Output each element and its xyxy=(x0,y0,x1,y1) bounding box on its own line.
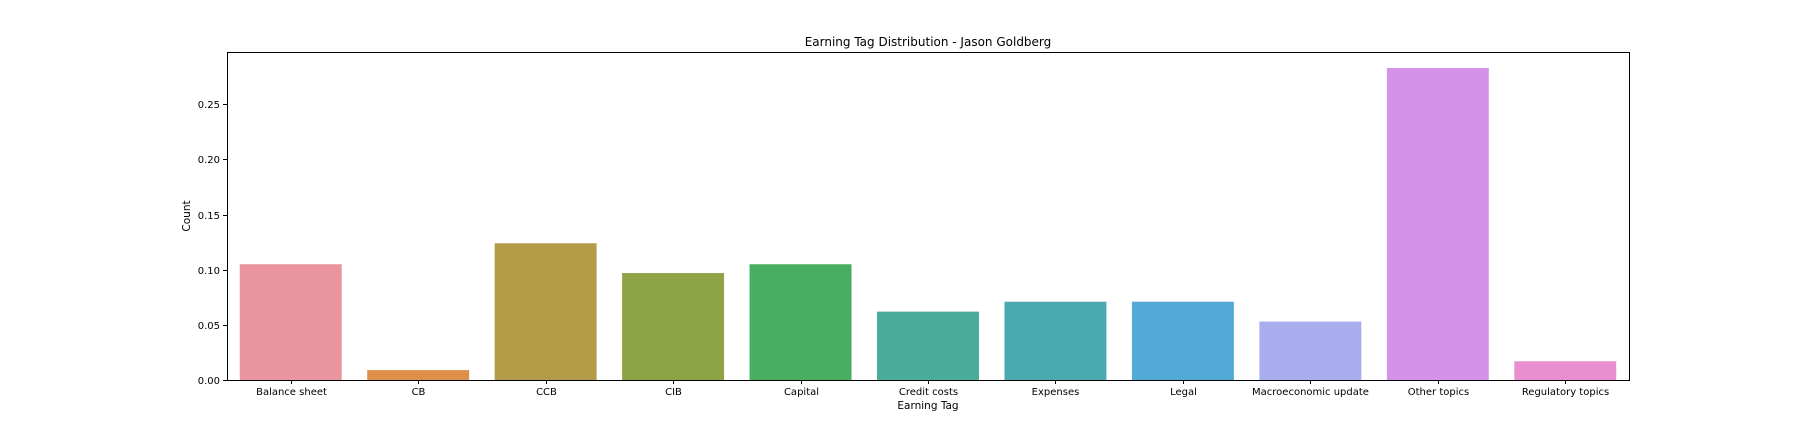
y-tick-label: 0.20 xyxy=(198,155,220,166)
y-tick-label: 0.10 xyxy=(198,266,220,277)
bar xyxy=(622,273,725,380)
x-tick-label: Expenses xyxy=(1032,387,1080,398)
y-tick-label: 0.25 xyxy=(198,100,220,111)
x-tick-label: CB xyxy=(412,387,426,398)
bars-layer xyxy=(239,67,1617,381)
bar xyxy=(1514,361,1617,380)
x-tick-label: Legal xyxy=(1170,387,1197,398)
x-tick-label: Capital xyxy=(784,387,819,398)
bar xyxy=(1386,67,1489,381)
bar xyxy=(239,264,342,380)
y-tick-label: 0.15 xyxy=(198,211,220,222)
plot-frame xyxy=(227,52,1630,381)
bar xyxy=(1131,301,1234,380)
x-axis-label: Earning Tag xyxy=(897,400,958,412)
y-tick-label: 0.00 xyxy=(198,376,220,387)
x-tick-label: CCB xyxy=(536,387,557,398)
y-tick-label: 0.05 xyxy=(198,321,220,332)
x-tick-label: Credit costs xyxy=(899,387,958,398)
chart-title: Earning Tag Distribution - Jason Goldber… xyxy=(805,35,1052,49)
bar xyxy=(367,370,470,380)
x-axis-ticks: Balance sheet CB CCB CIB Capital Credit costs… xyxy=(256,380,1609,398)
bar xyxy=(1004,301,1107,380)
x-tick-label: Macroeconomic update xyxy=(1252,387,1369,398)
x-tick-label: Other topics xyxy=(1408,387,1469,398)
y-axis-ticks: 0.00 0.05 0.10 0.15 0.20 0.25 xyxy=(198,100,227,387)
x-tick-label: CIB xyxy=(665,387,682,398)
x-tick-label: Balance sheet xyxy=(256,387,327,398)
bar xyxy=(1259,321,1362,380)
bar xyxy=(877,311,979,380)
x-tick-label: Regulatory topics xyxy=(1522,387,1609,398)
bar xyxy=(494,243,597,380)
bar xyxy=(749,264,852,380)
y-axis-label: Count xyxy=(181,200,193,231)
